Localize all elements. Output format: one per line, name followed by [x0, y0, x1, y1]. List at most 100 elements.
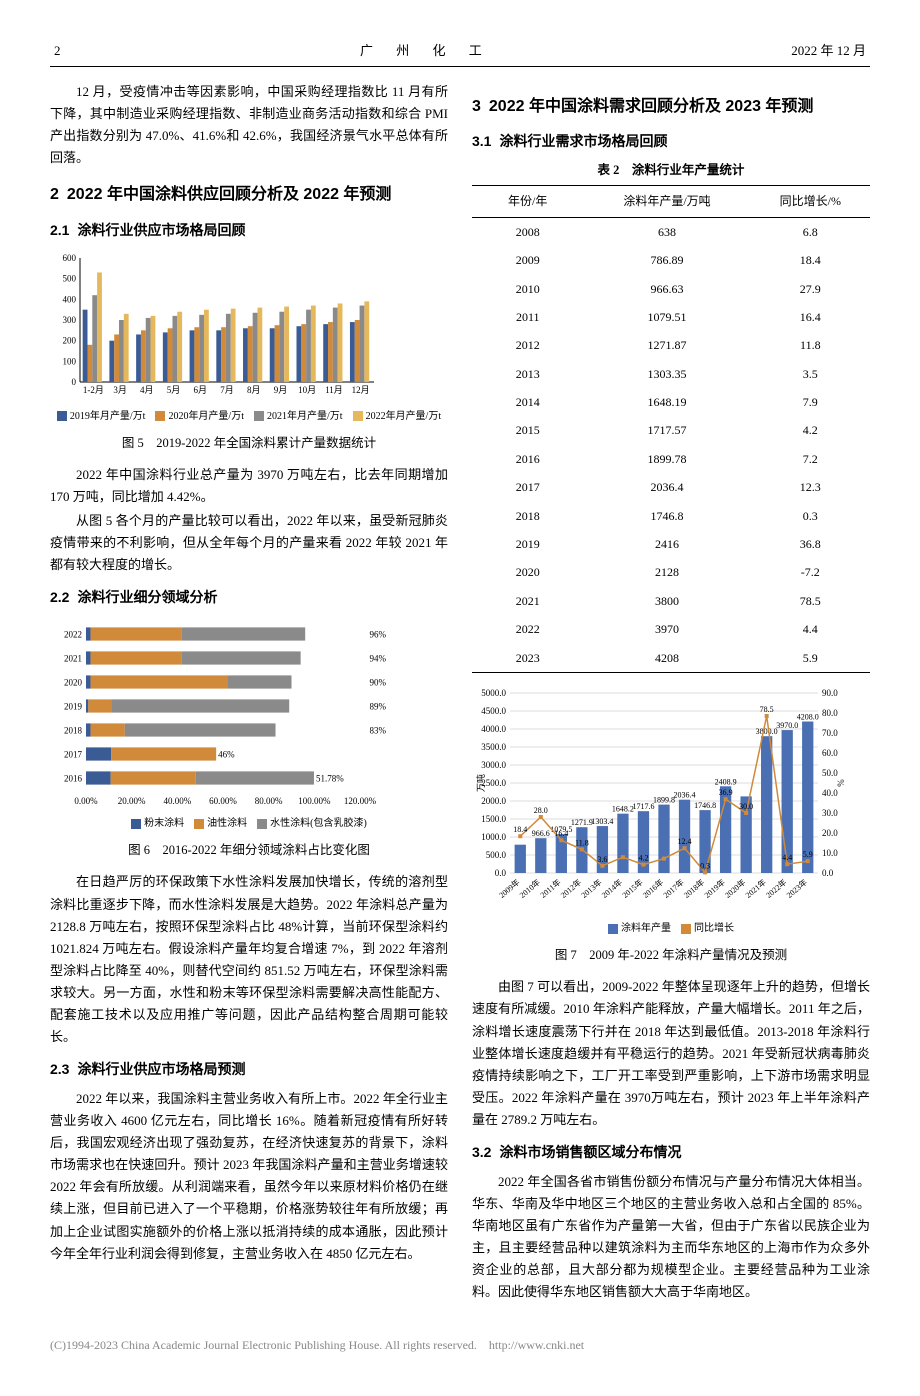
- svg-text:4.4: 4.4: [782, 853, 792, 862]
- svg-text:3800.0: 3800.0: [756, 727, 778, 736]
- svg-text:1899.8: 1899.8: [653, 796, 675, 805]
- issue-date: 2022 年 12 月: [791, 40, 866, 62]
- svg-text:80.00%: 80.00%: [255, 796, 283, 806]
- svg-text:0.0: 0.0: [822, 868, 834, 878]
- paragraph: 12 月，受疫情冲击等因素影响，中国采购经理指数比 11 月有所下降，其中制造业…: [50, 81, 448, 169]
- svg-text:40.00%: 40.00%: [163, 796, 191, 806]
- figure-6-caption: 图 6 2016-2022 年细分领域涂料占比变化图: [50, 840, 448, 861]
- svg-text:%: %: [836, 779, 846, 787]
- svg-text:1500.0: 1500.0: [481, 814, 506, 824]
- svg-text:966.6: 966.6: [532, 829, 550, 838]
- figure-5-chart: 01002003004005006001-2月3月4月5月6月7月8月9月10月…: [50, 250, 448, 424]
- table-2-caption: 表 2 涂料行业年产量统计: [472, 160, 870, 181]
- svg-text:36.9: 36.9: [719, 788, 733, 797]
- svg-text:2036.4: 2036.4: [674, 791, 696, 800]
- svg-text:6月: 6月: [194, 385, 208, 395]
- svg-text:2000.0: 2000.0: [481, 796, 506, 806]
- svg-text:51.78%: 51.78%: [316, 774, 344, 784]
- svg-text:30.0: 30.0: [822, 808, 838, 818]
- svg-text:500.0: 500.0: [486, 850, 507, 860]
- svg-text:96%: 96%: [370, 630, 387, 640]
- svg-text:2408.9: 2408.9: [715, 777, 737, 786]
- section-heading-3: 32022 年中国涂料需求回顾分析及 2023 年预测: [472, 93, 870, 120]
- svg-text:89%: 89%: [370, 702, 387, 712]
- svg-text:2020年: 2020年: [723, 877, 748, 900]
- page-footer: (C)1994-2023 China Academic Journal Elec…: [50, 1335, 870, 1355]
- svg-text:8月: 8月: [247, 385, 261, 395]
- svg-text:9月: 9月: [274, 385, 288, 395]
- svg-text:3月: 3月: [113, 385, 127, 395]
- paragraph: 由图 7 可以看出，2009-2022 年整体呈现逐年上升的趋势，但增长速度有所…: [472, 976, 870, 1131]
- svg-text:2012年: 2012年: [558, 877, 583, 900]
- figure-7-caption: 图 7 2009 年-2022 年涂料产量情况及预测: [472, 945, 870, 966]
- svg-text:1271.9: 1271.9: [571, 818, 593, 827]
- svg-text:12.4: 12.4: [678, 837, 692, 846]
- subsection-2-3: 2.3涂料行业供应市场格局预测: [50, 1058, 448, 1082]
- svg-text:11.8: 11.8: [575, 838, 589, 847]
- svg-text:5.9: 5.9: [803, 850, 813, 859]
- svg-text:0: 0: [72, 377, 77, 387]
- svg-text:2011年: 2011年: [538, 877, 563, 900]
- svg-text:60.00%: 60.00%: [209, 796, 237, 806]
- svg-text:60.0: 60.0: [822, 748, 838, 758]
- svg-text:4月: 4月: [140, 385, 154, 395]
- svg-text:5000.0: 5000.0: [481, 688, 506, 698]
- svg-text:3000.0: 3000.0: [481, 760, 506, 770]
- svg-text:4500.0: 4500.0: [481, 706, 506, 716]
- svg-text:20.00%: 20.00%: [118, 796, 146, 806]
- svg-text:2019: 2019: [64, 702, 83, 712]
- svg-text:2016年: 2016年: [640, 877, 665, 900]
- svg-text:90%: 90%: [370, 678, 387, 688]
- svg-text:16.4: 16.4: [554, 829, 568, 838]
- footer-url: http://www.cnki.net: [489, 1338, 584, 1352]
- svg-text:3970.0: 3970.0: [776, 721, 798, 730]
- svg-text:94%: 94%: [370, 654, 387, 664]
- svg-text:10.0: 10.0: [822, 848, 838, 858]
- svg-text:1000.0: 1000.0: [481, 832, 506, 842]
- svg-text:1-2月: 1-2月: [83, 385, 104, 395]
- svg-text:100: 100: [63, 357, 77, 367]
- svg-text:2022年: 2022年: [764, 877, 789, 900]
- svg-text:120.00%: 120.00%: [344, 796, 377, 806]
- svg-text:1648.2: 1648.2: [612, 805, 634, 814]
- svg-text:7月: 7月: [220, 385, 234, 395]
- svg-text:70.0: 70.0: [822, 728, 838, 738]
- svg-text:200: 200: [63, 336, 77, 346]
- svg-text:78.5: 78.5: [760, 705, 774, 714]
- svg-text:2016: 2016: [64, 774, 83, 784]
- svg-text:4208.0: 4208.0: [797, 712, 819, 721]
- left-column: 12 月，受疫情冲击等因素影响，中国采购经理指数比 11 月有所下降，其中制造业…: [50, 81, 448, 1305]
- svg-text:2015年: 2015年: [620, 877, 645, 900]
- svg-text:28.0: 28.0: [534, 806, 548, 815]
- page-number: 2: [54, 40, 61, 62]
- svg-text:4.2: 4.2: [638, 854, 648, 863]
- subsection-3-1: 3.1涂料行业需求市场格局回顾: [472, 130, 870, 154]
- svg-text:11月: 11月: [325, 385, 343, 395]
- svg-text:2018年: 2018年: [682, 877, 707, 900]
- paragraph: 2022 年中国涂料行业总产量为 3970 万吨左右，比去年同期增加 170 万…: [50, 464, 448, 508]
- svg-text:2017年: 2017年: [661, 877, 686, 900]
- svg-text:2020: 2020: [64, 678, 83, 688]
- svg-text:2014年: 2014年: [599, 877, 624, 900]
- figure-7-chart: 0.0500.01000.01500.02000.02500.03000.035…: [472, 683, 870, 937]
- svg-text:2017: 2017: [64, 750, 83, 760]
- svg-text:500: 500: [63, 274, 77, 284]
- figure-6-chart: 2%40.0%96%20222%40.0%94%20212%60.0%90%20…: [50, 618, 448, 832]
- page-header: 2 广 州 化 工 2022 年 12 月: [50, 40, 870, 67]
- section-heading-2: 22022 年中国涂料供应回顾分析及 2022 年预测: [50, 181, 448, 208]
- journal-title: 广 州 化 工: [360, 40, 492, 62]
- paragraph: 2022 年全国各省市销售份额分布情况与产量分布情况大体相当。华东、华南及华中地…: [472, 1171, 870, 1304]
- svg-text:10月: 10月: [298, 385, 316, 395]
- figure-5-caption: 图 5 2019-2022 年全国涂料累计产量数据统计: [50, 433, 448, 454]
- paragraph: 在日趋严厉的环保政策下水性涂料发展加快增长，传统的溶剂型涂料比重逐步下降，而水性…: [50, 871, 448, 1048]
- svg-text:3.6: 3.6: [597, 855, 607, 864]
- svg-text:20.0: 20.0: [822, 828, 838, 838]
- svg-text:83%: 83%: [370, 726, 387, 736]
- svg-text:100.00%: 100.00%: [298, 796, 331, 806]
- svg-text:1717.6: 1717.6: [632, 802, 654, 811]
- svg-text:2022: 2022: [64, 630, 82, 640]
- svg-text:5月: 5月: [167, 385, 181, 395]
- svg-text:2018: 2018: [64, 726, 83, 736]
- right-column: 32022 年中国涂料需求回顾分析及 2023 年预测 3.1涂料行业需求市场格…: [472, 81, 870, 1305]
- svg-text:2023年: 2023年: [784, 877, 809, 900]
